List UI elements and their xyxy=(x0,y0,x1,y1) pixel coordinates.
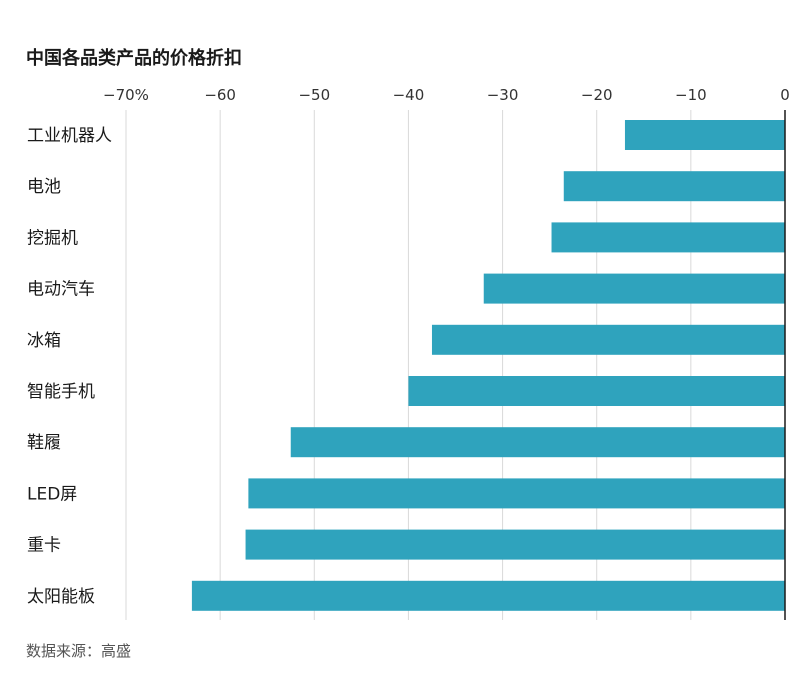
bar xyxy=(245,529,786,560)
category-label: 电动汽车 xyxy=(27,280,95,300)
x-tick-label: −60 xyxy=(204,86,236,104)
category-label: 冰箱 xyxy=(27,331,61,351)
category-label: 工业机器人 xyxy=(27,126,112,146)
bar xyxy=(483,273,785,304)
source-note: 数据来源：高盛 xyxy=(26,642,132,660)
category-label: 挖掘机 xyxy=(27,228,78,248)
x-tick-label: −20 xyxy=(581,86,613,104)
bar xyxy=(191,580,785,611)
category-label: LED屏 xyxy=(27,484,77,504)
category-label: 太阳能板 xyxy=(27,587,95,607)
page-title: 中国各品类产品的价格折扣 xyxy=(26,48,242,69)
bar xyxy=(248,478,785,509)
x-tick-label: −10 xyxy=(675,86,707,104)
bar xyxy=(290,427,785,458)
bar xyxy=(624,120,785,150)
category-label: 鞋履 xyxy=(27,433,61,453)
bar xyxy=(551,222,785,253)
x-tick-label: −40 xyxy=(393,86,425,104)
x-tick-label: 0 xyxy=(780,86,790,104)
x-tick-label: −50 xyxy=(298,86,330,104)
category-label: 重卡 xyxy=(27,536,61,556)
x-tick-label: −30 xyxy=(487,86,519,104)
x-tick-label: −70% xyxy=(103,86,149,104)
bar-chart: −70% −60 −50 −40 −30 −20 −10 0 工业机器人电池挖掘机电动汽车冰箱智… xyxy=(27,86,790,620)
category-label: 电池 xyxy=(27,177,61,197)
bar xyxy=(563,171,785,202)
category-label: 智能手机 xyxy=(27,382,95,402)
bar xyxy=(431,324,785,355)
bar xyxy=(408,376,785,406)
